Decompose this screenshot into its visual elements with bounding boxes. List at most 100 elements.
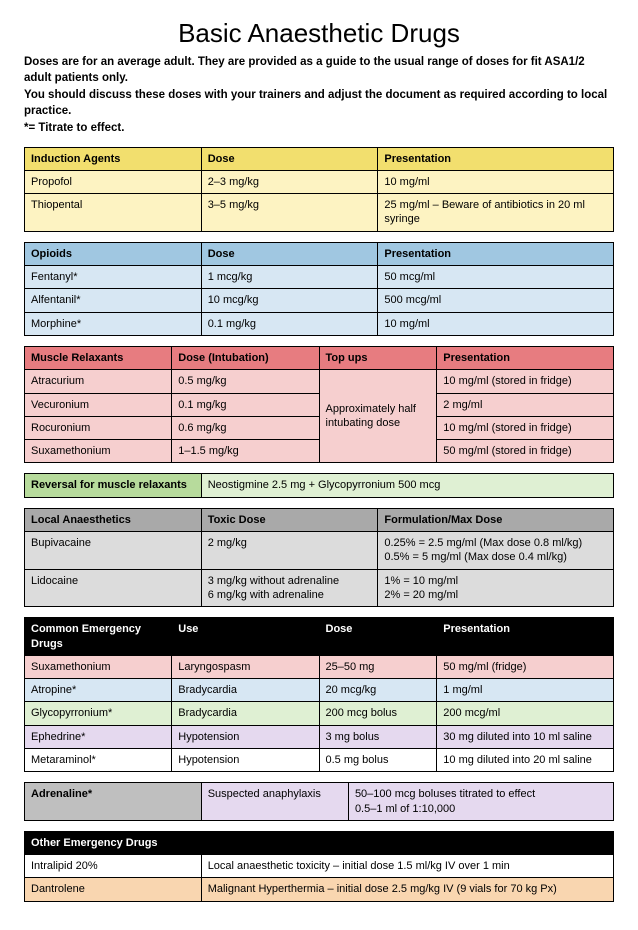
local-table: Local Anaesthetics Toxic Dose Formulatio… (24, 508, 614, 607)
cell: Propofol (25, 170, 202, 193)
cell: Lidocaine (25, 569, 202, 607)
table-row: Fentanyl* 1 mcg/kg 50 mcg/ml (25, 266, 614, 289)
cell-value: Neostigmine 2.5 mg + Glycopyrronium 500 … (201, 474, 613, 497)
col-header: Muscle Relaxants (25, 346, 172, 369)
cell: 200 mcg bolus (319, 702, 437, 725)
table-row: Alfentanil* 10 mcg/kg 500 mcg/ml (25, 289, 614, 312)
cell: Ephedrine* (25, 725, 172, 748)
cell: 0.5 mg bolus (319, 749, 437, 772)
cell: 50 mcg/ml (378, 266, 614, 289)
cell: 3 mg bolus (319, 725, 437, 748)
cell: 50 mg/ml (fridge) (437, 655, 614, 678)
cell: 20 mcg/kg (319, 679, 437, 702)
col-header: Opioids (25, 242, 202, 265)
cell: Laryngospasm (172, 655, 319, 678)
col-header: Dose (201, 242, 378, 265)
col-header: Local Anaesthetics (25, 508, 202, 531)
cell: 25–50 mg (319, 655, 437, 678)
cell: 10 mg/ml (378, 170, 614, 193)
cell: Atracurium (25, 370, 172, 393)
cell: 2 mg/ml (437, 393, 614, 416)
col-header: Presentation (437, 618, 614, 656)
cell: 0.1 mg/kg (172, 393, 319, 416)
relaxants-table: Muscle Relaxants Dose (Intubation) Top u… (24, 346, 614, 463)
cell: 1% = 10 mg/ml 2% = 20 mg/ml (378, 569, 614, 607)
col-header: Dose (Intubation) (172, 346, 319, 369)
col-header: Common Emergency Drugs (25, 618, 172, 656)
table-header-row: Local Anaesthetics Toxic Dose Formulatio… (25, 508, 614, 531)
cell: Fentanyl* (25, 266, 202, 289)
table-row: Bupivacaine 2 mg/kg 0.25% = 2.5 mg/ml (M… (25, 532, 614, 570)
cell: Bradycardia (172, 679, 319, 702)
table-row: Suxamethonium Laryngospasm 25–50 mg 50 m… (25, 655, 614, 678)
table-row: Thiopental 3–5 mg/kg 25 mg/ml – Beware o… (25, 194, 614, 232)
col-header: Toxic Dose (201, 508, 378, 531)
table-row: Glycopyrronium* Bradycardia 200 mcg bolu… (25, 702, 614, 725)
cell: 2–3 mg/kg (201, 170, 378, 193)
cell: 50–100 mcg boluses titrated to effect 0.… (348, 783, 613, 821)
cell: 10 mg/ml (stored in fridge) (437, 416, 614, 439)
col-header: Dose (201, 147, 378, 170)
table-row: Atropine* Bradycardia 20 mcg/kg 1 mg/ml (25, 679, 614, 702)
cell: Atropine* (25, 679, 172, 702)
table-header-row: Induction Agents Dose Presentation (25, 147, 614, 170)
cell: Glycopyrronium* (25, 702, 172, 725)
opioids-table: Opioids Dose Presentation Fentanyl* 1 mc… (24, 242, 614, 336)
cell: 500 mcg/ml (378, 289, 614, 312)
table-row: Morphine* 0.1 mg/kg 10 mg/ml (25, 312, 614, 335)
cell: Suxamethonium (25, 440, 172, 463)
cell: Hypotension (172, 749, 319, 772)
cell: Thiopental (25, 194, 202, 232)
col-header: Other Emergency Drugs (25, 831, 614, 854)
cell: Vecuronium (25, 393, 172, 416)
cell: Alfentanil* (25, 289, 202, 312)
cell-topups: Approximately half intubating dose (319, 370, 437, 463)
cell: 3 mg/kg without adrenaline 6 mg/kg with … (201, 569, 378, 607)
cell: Hypotension (172, 725, 319, 748)
other-table: Other Emergency Drugs Intralipid 20% Loc… (24, 831, 614, 902)
cell: 2 mg/kg (201, 532, 378, 570)
cell: 0.1 mg/kg (201, 312, 378, 335)
intro-block: Doses are for an average adult. They are… (24, 55, 614, 137)
cell: Rocuronium (25, 416, 172, 439)
col-header: Presentation (378, 242, 614, 265)
col-header: Top ups (319, 346, 437, 369)
cell: Malignant Hyperthermia – initial dose 2.… (201, 878, 613, 901)
cell: 10 mg diluted into 20 ml saline (437, 749, 614, 772)
cell: 30 mg diluted into 10 ml saline (437, 725, 614, 748)
cell: Intralipid 20% (25, 855, 202, 878)
col-header: Formulation/Max Dose (378, 508, 614, 531)
table-row: Reversal for muscle relaxants Neostigmin… (25, 474, 614, 497)
cell: Bradycardia (172, 702, 319, 725)
table-row: Metaraminol* Hypotension 0.5 mg bolus 10… (25, 749, 614, 772)
page-title: Basic Anaesthetic Drugs (24, 18, 614, 49)
emergency-table: Common Emergency Drugs Use Dose Presenta… (24, 617, 614, 772)
table-row: Intralipid 20% Local anaesthetic toxicit… (25, 855, 614, 878)
table-row: Dantrolene Malignant Hyperthermia – init… (25, 878, 614, 901)
intro-line: You should discuss these doses with your… (24, 88, 614, 119)
cell: 0.25% = 2.5 mg/ml (Max dose 0.8 ml/kg) 0… (378, 532, 614, 570)
table-row: Lidocaine 3 mg/kg without adrenaline 6 m… (25, 569, 614, 607)
col-header: Presentation (437, 346, 614, 369)
intro-line: Doses are for an average adult. They are… (24, 55, 614, 86)
cell: 1–1.5 mg/kg (172, 440, 319, 463)
cell: Suspected anaphylaxis (201, 783, 348, 821)
cell: 50 mg/ml (stored in fridge) (437, 440, 614, 463)
table-header-row: Muscle Relaxants Dose (Intubation) Top u… (25, 346, 614, 369)
adrenaline-table: Adrenaline* Suspected anaphylaxis 50–100… (24, 782, 614, 821)
cell: Dantrolene (25, 878, 202, 901)
cell: 3–5 mg/kg (201, 194, 378, 232)
table-row: Propofol 2–3 mg/kg 10 mg/ml (25, 170, 614, 193)
table-row: Atracurium 0.5 mg/kg Approximately half … (25, 370, 614, 393)
cell: 10 mcg/kg (201, 289, 378, 312)
cell: Morphine* (25, 312, 202, 335)
cell: 25 mg/ml – Beware of antibiotics in 20 m… (378, 194, 614, 232)
table-row: Ephedrine* Hypotension 3 mg bolus 30 mg … (25, 725, 614, 748)
cell: 0.6 mg/kg (172, 416, 319, 439)
col-header: Use (172, 618, 319, 656)
col-header: Dose (319, 618, 437, 656)
cell: 1 mcg/kg (201, 266, 378, 289)
cell: 200 mcg/ml (437, 702, 614, 725)
cell: 1 mg/ml (437, 679, 614, 702)
cell: 10 mg/ml (stored in fridge) (437, 370, 614, 393)
